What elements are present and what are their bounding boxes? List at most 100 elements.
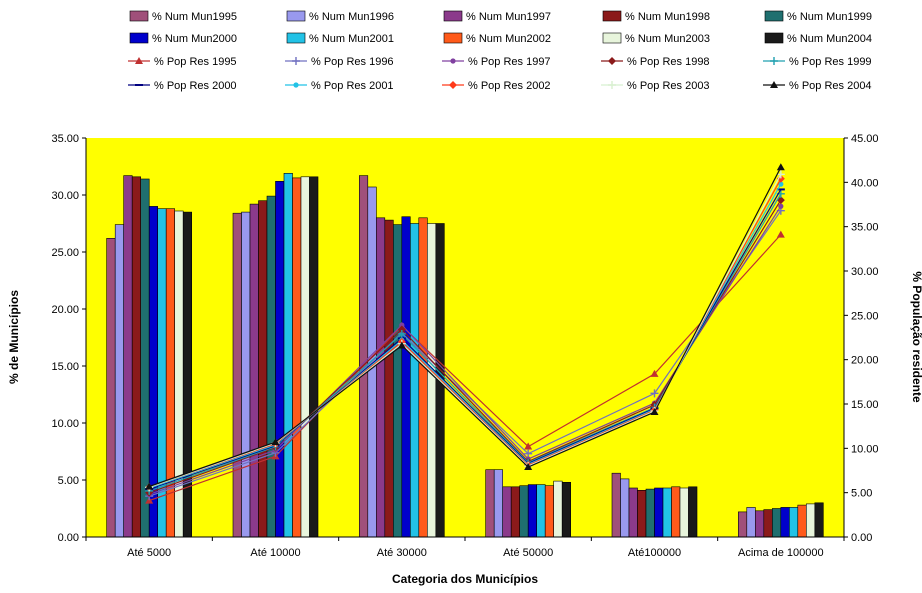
bar-0-4 (612, 473, 621, 537)
legend-label-line-0: % Pop Res 1995 (154, 56, 237, 68)
bar-3-3 (511, 487, 520, 537)
bar-1-0 (115, 225, 124, 537)
y2-tick-label-5: 25.00 (851, 310, 879, 322)
y2-tick-label-7: 35.00 (851, 222, 879, 234)
y-tick-label-7: 35.00 (51, 133, 79, 145)
legend-label-bar-6: % Num Mun2001 (309, 33, 394, 45)
bar-9-3 (562, 482, 571, 537)
y-tick-label-2: 10.00 (51, 418, 79, 430)
bar-7-5 (798, 505, 807, 537)
bar-5-1 (276, 181, 285, 537)
y2-tick-label-8: 40.00 (851, 177, 879, 189)
x-tick-label-2: Até 30000 (377, 547, 427, 559)
bar-2-2 (376, 218, 385, 537)
line-point-2-5 (778, 204, 783, 209)
legend-swatch-bar-0 (130, 11, 148, 21)
bar-6-4 (663, 488, 672, 537)
x-axis-title: Categoria dos Municípios (392, 572, 538, 586)
y-tick-label-6: 30.00 (51, 190, 79, 202)
legend-label-line-7: % Pop Res 2002 (468, 80, 551, 92)
legend-marker-line-4 (770, 57, 778, 65)
bar-7-3 (545, 486, 554, 537)
bar-4-3 (520, 486, 529, 537)
bar-2-1 (250, 204, 259, 537)
legend-swatch-bar-3 (603, 11, 621, 21)
y2-tick-label-3: 15.00 (851, 399, 879, 411)
legend-swatch-bar-1 (287, 11, 305, 21)
bar-2-0 (124, 176, 133, 537)
y2-tick-label-2: 10.00 (851, 443, 879, 455)
y2-tick-label-6: 30.00 (851, 266, 879, 278)
bar-4-2 (393, 225, 402, 537)
legend-swatch-bar-7 (444, 33, 462, 43)
bar-3-5 (764, 510, 773, 537)
legend-label-line-8: % Pop Res 2003 (627, 80, 710, 92)
bar-3-2 (385, 220, 394, 537)
bar-6-5 (789, 507, 798, 537)
bar-1-4 (621, 479, 630, 537)
y2-tick-label-4: 20.00 (851, 355, 879, 367)
bar-0-5 (738, 512, 747, 537)
legend-swatch-bar-2 (444, 11, 462, 21)
legend-swatch-bar-8 (603, 33, 621, 43)
bar-3-4 (638, 490, 647, 537)
bar-8-5 (806, 504, 815, 537)
legend-swatch-bar-9 (765, 33, 783, 43)
x-tick-label-0: Até 5000 (127, 547, 171, 559)
legend-label-bar-3: % Num Mun1998 (625, 11, 710, 23)
y-axis-title: % de Municípios (7, 290, 21, 384)
bar-7-4 (672, 487, 681, 537)
legend-label-bar-7: % Num Mun2002 (466, 33, 551, 45)
bar-1-3 (494, 470, 503, 537)
y2-axis-title: % População residente (910, 271, 922, 403)
bar-3-0 (132, 177, 141, 537)
bar-0-0 (107, 238, 116, 537)
bar-2-5 (755, 511, 764, 537)
legend-marker-line-7 (449, 81, 457, 89)
legend-label-bar-9: % Num Mun2004 (787, 33, 872, 45)
legend-label-bar-2: % Num Mun1997 (466, 11, 551, 23)
x-tick-label-1: Até 10000 (250, 547, 300, 559)
legend-marker-line-6 (293, 82, 298, 87)
bar-0-2 (359, 176, 368, 537)
bar-5-3 (528, 485, 537, 537)
legend-swatch-bar-6 (287, 33, 305, 43)
legend-label-bar-1: % Num Mun1996 (309, 11, 394, 23)
legend-label-bar-8: % Num Mun2003 (625, 33, 710, 45)
y-tick-label-4: 20.00 (51, 304, 79, 316)
legend-label-bar-4: % Num Mun1999 (787, 11, 872, 23)
bar-9-1 (310, 177, 319, 537)
legend-label-line-4: % Pop Res 1999 (789, 56, 872, 68)
bar-8-0 (175, 211, 184, 537)
bar-9-5 (815, 503, 824, 537)
legend-label-line-6: % Pop Res 2001 (311, 80, 394, 92)
legend-marker-line-8 (608, 81, 616, 89)
y-tick-label-3: 15.00 (51, 361, 79, 373)
bar-4-0 (141, 179, 150, 537)
y-tick-label-0: 0.00 (58, 532, 79, 544)
bar-5-4 (655, 488, 664, 537)
bar-3-1 (259, 201, 268, 537)
y2-tick-label-9: 45.00 (851, 133, 879, 145)
bar-0-3 (486, 470, 495, 537)
bar-8-1 (301, 177, 310, 537)
bar-5-2 (402, 217, 411, 537)
legend-marker-line-3 (608, 57, 616, 65)
legend-label-line-5: % Pop Res 2000 (154, 80, 237, 92)
legend-label-line-9: % Pop Res 2004 (789, 80, 872, 92)
bar-6-1 (284, 173, 293, 537)
x-tick-label-5: Acima de 100000 (738, 547, 824, 559)
bar-2-3 (503, 487, 512, 537)
x-tick-label-3: Até 50000 (503, 547, 553, 559)
bar-1-5 (747, 507, 756, 537)
legend-marker-line-1 (292, 57, 300, 65)
bar-8-2 (427, 224, 436, 538)
bar-8-3 (554, 481, 563, 537)
legend-marker-line-2 (450, 58, 455, 63)
bar-2-4 (629, 488, 638, 537)
bar-8-4 (680, 488, 689, 537)
y-tick-label-1: 5.00 (58, 475, 79, 487)
y-tick-label-5: 25.00 (51, 247, 79, 259)
bar-5-5 (781, 507, 790, 537)
